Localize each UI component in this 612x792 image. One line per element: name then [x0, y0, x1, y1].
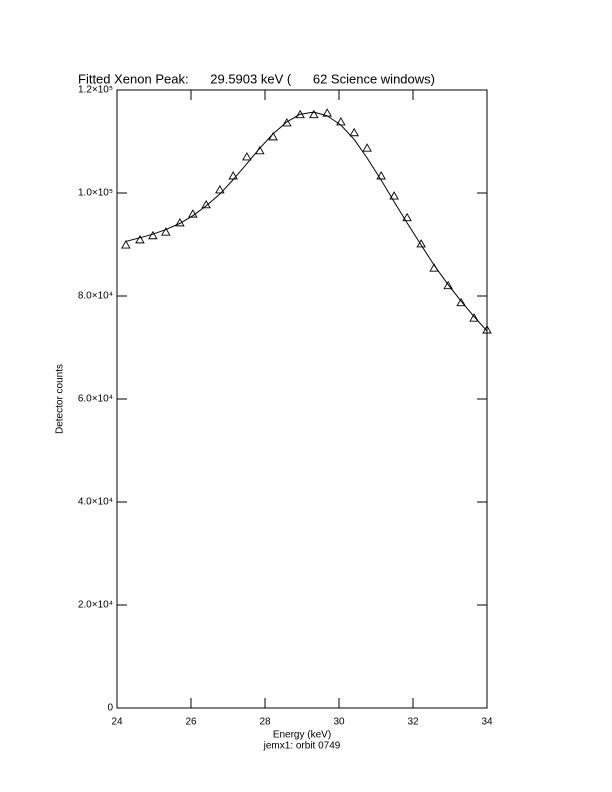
- data-point: [215, 185, 225, 194]
- x-tick-label: 30: [333, 717, 345, 728]
- x-axis-label: Energy (keV): [273, 730, 331, 741]
- data-point: [416, 239, 426, 248]
- data-point: [389, 191, 399, 200]
- x-tick-label: 32: [407, 717, 419, 728]
- data-point: [135, 234, 145, 244]
- fit-line: [125, 111, 488, 332]
- y-tick-label: 4.0×10⁴: [78, 497, 113, 508]
- data-point: [161, 227, 171, 236]
- data-point: [242, 152, 252, 161]
- data-point: [309, 109, 319, 119]
- y-tick-label: 1.0×10⁵: [78, 188, 113, 199]
- y-tick-label: 2.0×10⁴: [78, 600, 113, 611]
- data-point: [349, 127, 359, 137]
- data-point: [402, 212, 412, 222]
- data-point: [456, 297, 466, 307]
- data-point: [228, 171, 238, 180]
- data-point: [201, 199, 211, 209]
- data-point: [336, 117, 346, 126]
- y-tick-label: 6.0×10⁴: [78, 394, 113, 405]
- data-point: [121, 240, 131, 249]
- data-point: [376, 171, 386, 180]
- chart-title: Fitted Xenon Peak: 29.5903 keV ( 62 Scie…: [78, 71, 435, 86]
- y-tick-label: 0: [107, 703, 113, 714]
- x-tick-label: 24: [111, 717, 123, 728]
- x-tick-label: 26: [185, 717, 197, 728]
- data-point: [469, 313, 479, 322]
- y-tick-label: 1.2×10⁵: [78, 85, 113, 96]
- plot-frame: [116, 89, 488, 709]
- y-axis-label: Detector counts: [55, 364, 66, 434]
- subtitle: jemx1: orbit 0749: [263, 741, 341, 752]
- data-point: [282, 118, 292, 127]
- x-tick-label: 34: [481, 717, 493, 728]
- x-tick-label: 28: [259, 717, 271, 728]
- data-point: [362, 143, 372, 152]
- data-point: [443, 280, 453, 290]
- y-tick-label: 8.0×10⁴: [78, 291, 113, 302]
